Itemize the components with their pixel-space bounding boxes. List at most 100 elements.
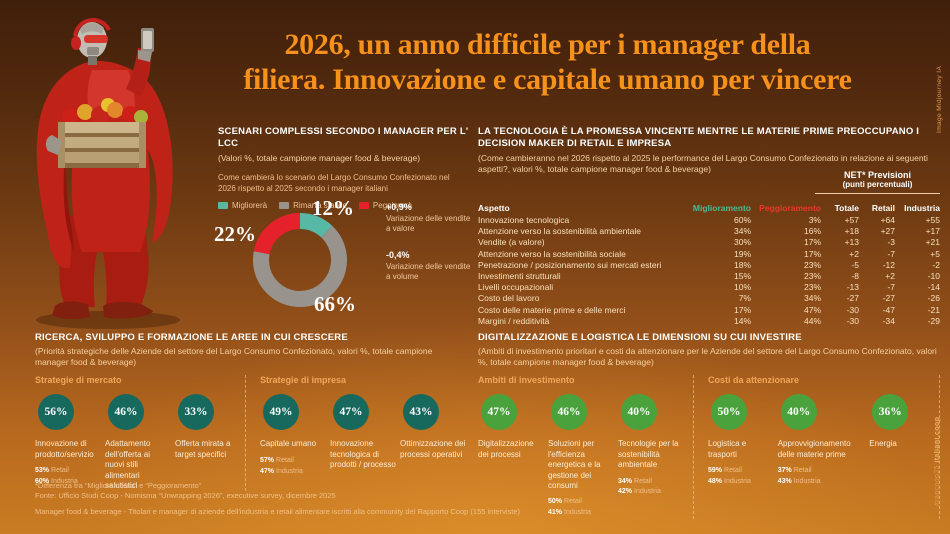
stat-circle: 49%	[263, 394, 299, 431]
stat-label: Offerta mirata a target specifici	[175, 439, 231, 459]
group-costi-attenzionare: Costi da attenzionare 50% Logistica e tr…	[693, 375, 940, 520]
stat-pct: 56%	[44, 406, 68, 419]
table-row: Vendite (a valore) 30% 17% +13 -3 +21	[478, 237, 940, 248]
image-credit: Image Midjourney IA	[936, 65, 943, 133]
stat-logistica-trasporti: 50% Logistica e trasporti 59% Retail 48% I…	[708, 394, 778, 487]
stat-label: Adattamento dell'offerta ai nuovi stili …	[105, 439, 151, 490]
page-title-line1: 2026, un anno difficile per i manager de…	[284, 28, 811, 61]
group-strategie-mercato: Strategie di mercato 56% Innovazione di …	[35, 375, 245, 491]
fruit-crate	[58, 122, 146, 168]
group-label: Costi da attenzionare	[708, 375, 800, 386]
legend-item-peggiorera: Peggiorerà	[358, 201, 413, 211]
col-retail: Retail	[871, 202, 895, 213]
annotation-text: Variazione delle vendite a valore	[386, 214, 471, 234]
annotation-value: +0,9%	[386, 202, 412, 212]
group-label: Strategie di mercato	[35, 375, 122, 386]
stat-notes: 37% Retail 43% Industria	[777, 467, 821, 486]
stat-digitalizzazione: 47% Digitalizzazione dei processi	[478, 394, 548, 519]
footnote-difference: *Differenza tra “Miglioramento” e “Peggi…	[35, 481, 202, 490]
robot-illustration	[36, 18, 180, 329]
stat-circle: 46%	[108, 394, 144, 431]
group-ambiti-investimento: Ambiti di investimento 47% Digitalizzazi…	[478, 375, 693, 519]
stat-pct: 40%	[787, 406, 811, 419]
table-row: Attenzione verso la sostenibilità ambien…	[478, 226, 940, 237]
robot-sunglasses	[84, 35, 108, 43]
donut-label-improve: 12%	[312, 196, 354, 220]
page-title: 2026, un anno difficile per i manager de…	[160, 28, 935, 98]
legend-label: Rimarrà stabile	[293, 201, 347, 211]
stat-innovazione-tecnologica: 47% Innovazione tecnologica di prodotti …	[330, 394, 400, 477]
stat-pct: 49%	[269, 406, 293, 419]
table-header-row: Aspetto Miglioramento Peggioramento Tota…	[478, 203, 940, 214]
stat-circle: 50%	[711, 394, 747, 431]
col-aspetto: Aspetto	[478, 202, 510, 213]
tech-section: LA TECNOLOGIA È LA PROMESSA VINCENTE MEN…	[478, 126, 940, 327]
stat-pct: 46%	[114, 406, 138, 419]
donut-segment-Migliorerà	[299, 213, 333, 238]
donut-label-stable: 66%	[314, 292, 356, 316]
invest-subheading: (Ambiti di investimento prioritari e cos…	[478, 346, 937, 368]
group-label: Strategie di impresa	[260, 375, 347, 386]
legend-swatch-red	[358, 202, 369, 210]
donut-label-worsen: 22%	[214, 222, 256, 246]
col-industria: Industria	[904, 202, 940, 213]
donut-segment-Rimarrà stabile	[253, 225, 347, 307]
stat-circle: 46%	[551, 394, 587, 431]
col-peggioramento: Peggioramento	[759, 202, 821, 213]
col-miglioramento: Miglioramento	[692, 202, 751, 213]
net-subtitle: (punti percentuali)	[842, 180, 913, 189]
stat-notes: 50% Retail 41% Industria	[548, 498, 591, 517]
scenario-section: SCENARI COMPLESSI SECONDO I MANAGER PER …	[218, 126, 474, 210]
stat-approvvigionamento: 40% Approvvigionamento delle materie pri…	[778, 394, 870, 487]
robot-headphones	[73, 18, 111, 37]
stat-pct: 33%	[184, 406, 208, 419]
invest-section: DIGITALIZZAZIONE E LOGISTICA LE DIMENSIO…	[478, 332, 940, 520]
stat-label: Logistica e trasporti	[708, 439, 747, 459]
stat-label: Energia	[869, 439, 897, 449]
tech-subheading: (Come cambieranno nel 2026 rispetto al 2…	[478, 152, 928, 174]
stat-label: Approvvigionamento delle materie prime	[777, 439, 851, 459]
stat-label: Ottimizzazione dei processi operativi	[400, 439, 466, 459]
stat-pct: 47%	[339, 406, 363, 419]
table-row: Costo delle materie prime e delle merci 1…	[478, 304, 940, 315]
stat-notes: 59% Retail 48% Industria	[708, 467, 751, 486]
invest-groups: Ambiti di investimento 47% Digitalizzazi…	[478, 375, 940, 520]
stat-circle: 33%	[178, 394, 214, 431]
legend-label: Migliorerà	[232, 201, 268, 211]
hashtag: #rapcoop25	[934, 465, 941, 506]
stat-capitale-umano: 49% Capitale umano 57% Retail 47% Industri…	[260, 394, 330, 477]
invest-heading: DIGITALIZZAZIONE E LOGISTICA LE DIMENSIO…	[478, 332, 802, 343]
stat-pct: 47%	[487, 406, 511, 419]
group-strategie-impresa: Strategie di impresa 49% Capitale umano …	[245, 375, 470, 492]
annotation-volume-sales: -0,4% Variazione delle vendite a volume	[386, 250, 474, 283]
table-row: Livelli occupazionali 10% 23% -13 -7 -14	[478, 282, 940, 293]
stat-notes: 34% Retail 42% Industria	[618, 477, 661, 496]
stat-circle: 40%	[780, 394, 817, 431]
page-title-line2: filiera. Innovazione e capitale umano pe…	[243, 62, 852, 96]
stat-circle: 40%	[621, 394, 657, 431]
scenario-subheading: (Valori %, totale campione manager food …	[218, 152, 421, 163]
stat-label: Tecnologie per la sostenibilità ambienta…	[618, 439, 679, 470]
scenario-donut	[253, 213, 347, 307]
table-row: Costo del lavoro 7% 34% -27 -27 -26	[478, 293, 940, 304]
stat-pct: 36%	[878, 406, 902, 419]
annotation-value-sales: +0,9% Variazione delle vendite a valore	[386, 202, 474, 235]
research-heading: RICERCA, SVILUPPO E FORMAZIONE LE AREE I…	[35, 332, 348, 343]
scenario-legend: Migliorerà Rimarrà stabile Peggiorerà	[218, 201, 474, 210]
legend-swatch-teal	[218, 202, 228, 210]
table-row: Innovazione tecnologica 60% 3% +57 +64 +55	[478, 214, 940, 225]
stat-label: Digitalizzazione dei processi	[478, 439, 534, 459]
legend-label: Peggiorerà	[372, 201, 413, 211]
stat-efficienza-energetica: 46% Soluzioni per l'efficienza energetic…	[548, 394, 618, 519]
annotation-text: Variazione delle vendite a volume	[386, 262, 471, 282]
stat-pct: 40%	[627, 406, 651, 419]
table-row: Penetrazione / posizionamento sui mercat…	[478, 259, 940, 270]
stat-label: Capitale umano	[260, 439, 317, 449]
footnote-sample: Manager food & beverage - Titolari e man…	[35, 507, 521, 517]
stat-pct: 46%	[557, 406, 581, 419]
stat-adattamento-offerta: 46% Adattamento dell'offerta ai nuovi st…	[105, 394, 175, 491]
stat-ottimizzazione-processi: 43% Ottimizzazione dei processi operativ…	[400, 394, 470, 477]
stat-label: Innovazione tecnologica di prodotti / pr…	[330, 439, 396, 470]
stat-notes: 53% Retail 60% Industria	[35, 467, 78, 486]
